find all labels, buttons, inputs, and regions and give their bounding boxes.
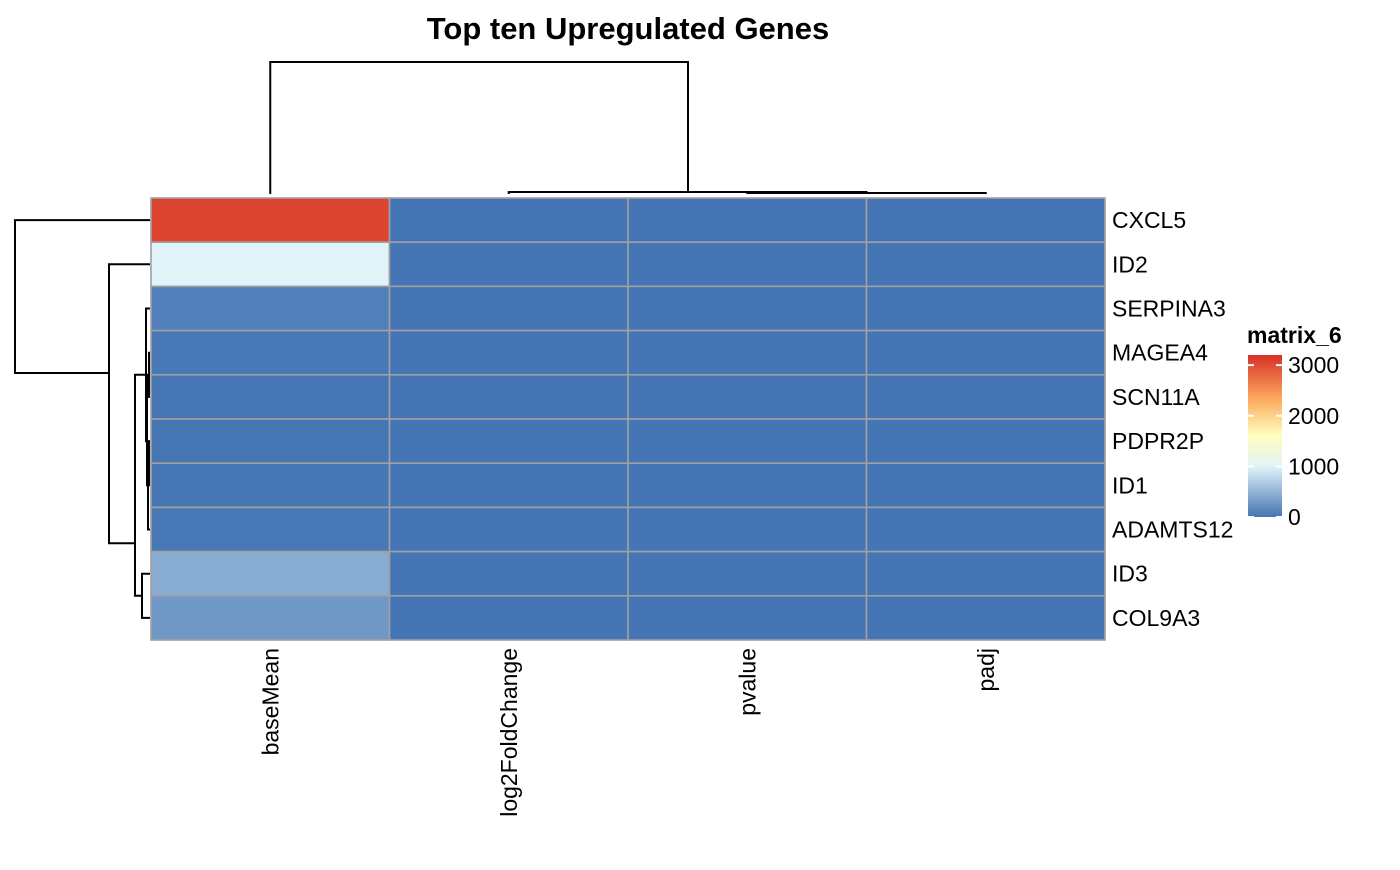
column-dendrogram (269, 61, 987, 194)
row-label: MAGEA4 (1112, 340, 1208, 366)
row-labels: CXCL5 ID2 SERPINA3 MAGEA4 SCN11A PDPR2P ID1 ADA… (1112, 207, 1233, 631)
dendrogram-branch (147, 462, 150, 531)
row-dendrogram (14, 219, 150, 619)
column-label: log2FoldChange (496, 648, 522, 817)
heatmap-cell (627, 241, 868, 288)
heatmap-cell (627, 462, 868, 509)
heatmap-cell (388, 462, 629, 509)
legend-title: matrix_6 (1247, 322, 1342, 348)
chart-title: Top ten Upregulated Genes (427, 11, 829, 46)
heatmap-cell (388, 506, 629, 553)
row-label: ID3 (1112, 561, 1148, 587)
column-labels: baseMean log2FoldChange pvalue padj (257, 648, 999, 817)
heatmap-cell (865, 550, 1106, 597)
heatmap-cell (388, 285, 629, 332)
legend-tick-label: 1000 (1288, 453, 1339, 479)
heatmap-cell (865, 418, 1106, 465)
heatmap-cells (150, 197, 1106, 641)
row-label: ID2 (1112, 251, 1148, 277)
color-legend: matrix_6 3000 2000 1000 0 (1247, 322, 1342, 530)
heatmap-cell (865, 373, 1106, 420)
row-label: COL9A3 (1112, 605, 1200, 631)
row-label: ADAMTS12 (1112, 517, 1233, 543)
heatmap-cell (627, 329, 868, 376)
heatmap-cell (865, 285, 1106, 332)
row-label: CXCL5 (1112, 207, 1186, 233)
legend-ticks: 3000 2000 1000 0 (1248, 352, 1339, 530)
heatmap-cell (150, 197, 391, 244)
heatmap-cell (627, 373, 868, 420)
legend-color-bar (1248, 355, 1282, 517)
dendrogram-branch (148, 351, 150, 398)
legend-tick-label: 2000 (1288, 403, 1339, 429)
heatmap-cell (150, 506, 391, 553)
row-label: SERPINA3 (1112, 296, 1226, 322)
column-label: baseMean (257, 648, 283, 755)
heatmap-cell (388, 197, 629, 244)
column-label: padj (973, 648, 999, 691)
heatmap-cell (865, 329, 1106, 376)
row-label: SCN11A (1112, 384, 1200, 410)
dendrogram-branch (134, 373, 146, 597)
heatmap-cell (150, 462, 391, 509)
heatmap-cell (388, 594, 629, 641)
heatmap-cell (150, 550, 391, 597)
heatmap-cell (150, 241, 391, 288)
heatmap-cell (865, 197, 1106, 244)
heatmap-cell (388, 241, 629, 288)
heatmap-cell (150, 594, 391, 641)
heatmap-cell (150, 418, 391, 465)
legend-tick-label: 0 (1288, 504, 1301, 530)
heatmap-cell (865, 462, 1106, 509)
heatmap-cell (388, 373, 629, 420)
row-label: PDPR2P (1112, 428, 1204, 454)
row-label: ID1 (1112, 472, 1148, 498)
dendrogram-branch (108, 263, 150, 545)
heatmap-cell (627, 594, 868, 641)
dendrogram-branch (746, 192, 987, 194)
heatmap-cell (150, 329, 391, 376)
heatmap-cell (627, 197, 868, 244)
column-label: pvalue (734, 648, 760, 716)
heatmap-cell (388, 329, 629, 376)
heatmap-cell (865, 241, 1106, 288)
heatmap-cell (627, 285, 868, 332)
heatmap-cell (627, 506, 868, 553)
heatmap-cell (388, 418, 629, 465)
heatmap-cell (627, 550, 868, 597)
heatmap-cell (627, 418, 868, 465)
dendrogram-branch (141, 572, 150, 619)
dendrogram-branch (269, 61, 689, 194)
heatmap-cell (865, 594, 1106, 641)
heatmap-cell (865, 506, 1106, 553)
heatmap-cell (150, 373, 391, 420)
dendrogram-branch (14, 219, 150, 374)
heatmap-cell (388, 550, 629, 597)
heatmap-cell (150, 285, 391, 332)
dendrogram-branch (148, 440, 150, 487)
legend-tick-label: 3000 (1288, 352, 1339, 378)
